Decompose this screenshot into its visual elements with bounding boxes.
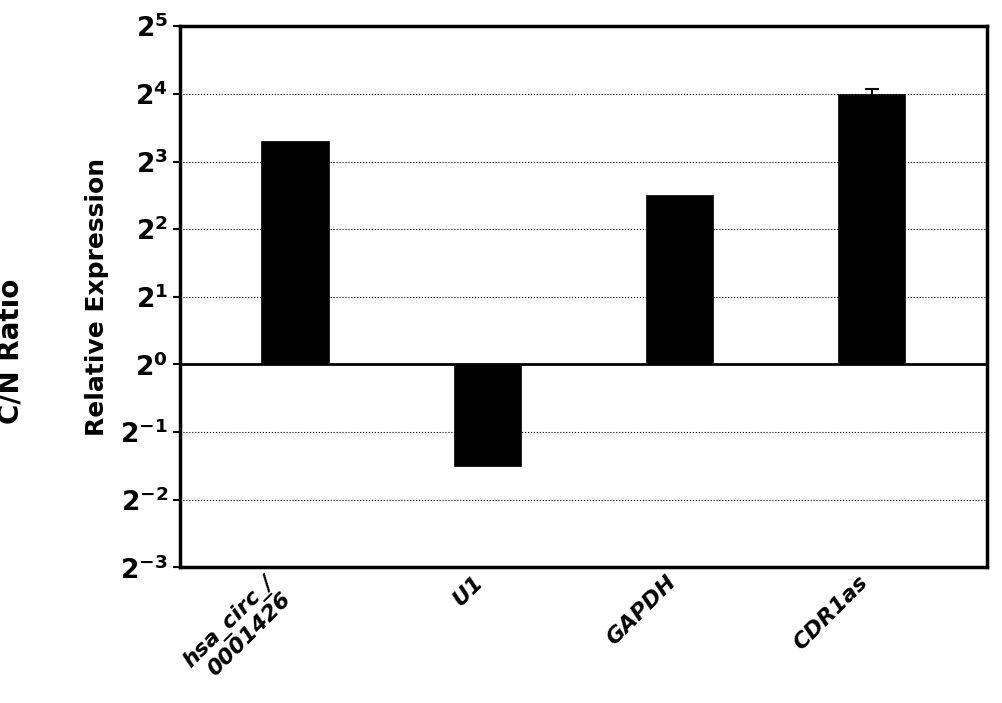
Bar xyxy=(838,94,905,364)
Text: C/N Ratio: C/N Ratio xyxy=(0,279,24,424)
Bar xyxy=(454,364,521,466)
Bar xyxy=(646,195,713,364)
Bar xyxy=(262,141,329,364)
Y-axis label: Relative Expression: Relative Expression xyxy=(85,157,109,436)
